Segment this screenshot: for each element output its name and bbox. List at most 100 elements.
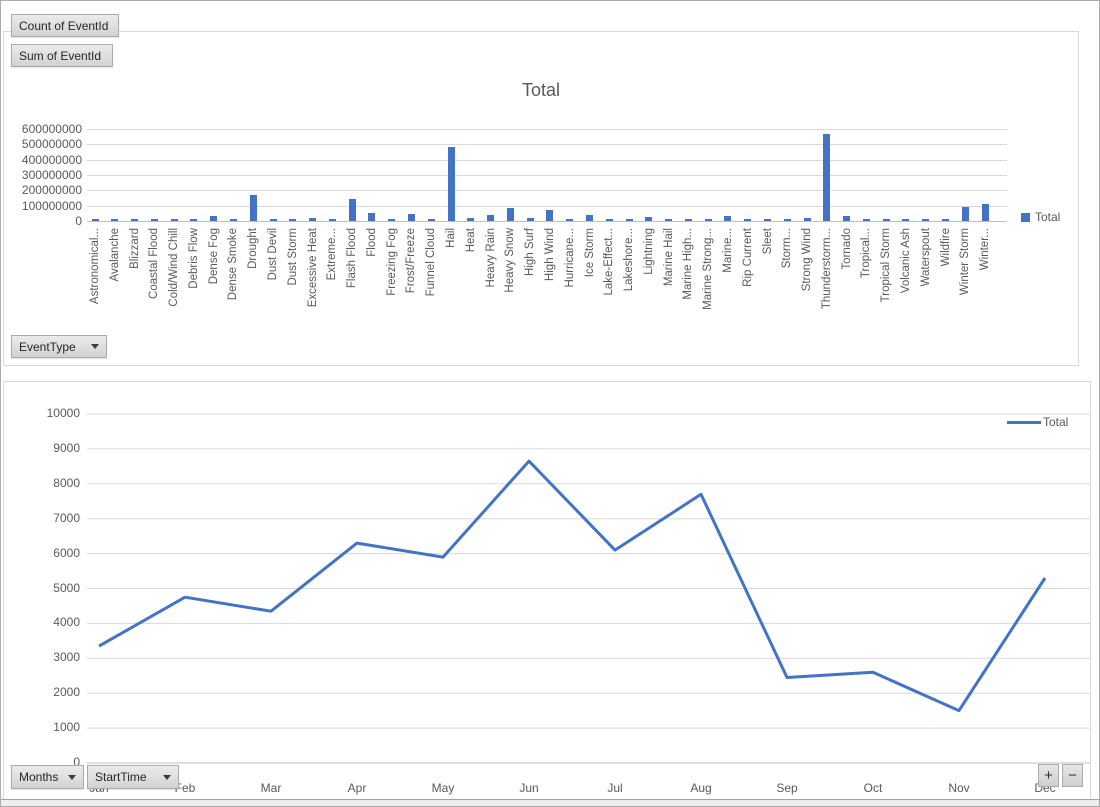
event-type-bar-chart: Total Total 600000000 500000000 400000000 3…	[3, 31, 1079, 366]
x-axis-category-label: Tropical Storm	[880, 228, 892, 303]
x-axis-category-label: Tropical...	[860, 228, 872, 279]
x-axis-category-label: Volcanic Ash	[900, 228, 912, 294]
bar	[823, 134, 830, 221]
bar	[92, 219, 99, 221]
x-axis-category-label: Hail	[445, 228, 457, 248]
bar	[784, 219, 791, 221]
x-axis-category-label: Extreme...	[326, 228, 338, 281]
x-axis-category-label: Avalanche	[109, 228, 121, 282]
y-axis-tick-label: 6000	[53, 545, 80, 560]
y-axis-tick-label: 3000	[53, 650, 80, 665]
y-axis-tick-label: 8000	[53, 475, 80, 490]
x-axis-category-label: High Wind	[544, 228, 556, 282]
x-axis-category-label: Lakeshore...	[623, 228, 635, 292]
y-axis-tick-label: 7000	[53, 510, 80, 525]
bar	[586, 215, 593, 221]
x-axis-category-label: Heat	[465, 228, 477, 253]
y-axis-tick-label: 2000	[53, 685, 80, 700]
monthly-total-line-chart: Total 10000 9000 8000 7000 6000 5000 4000 3000 2…	[3, 381, 1091, 799]
bar	[131, 219, 138, 221]
bar	[428, 219, 435, 221]
x-axis-month-label: Apr	[347, 781, 367, 795]
line-legend-label: Total	[1043, 415, 1069, 429]
y-axis-tick-label: 4000	[53, 615, 80, 630]
gridline	[87, 159, 1007, 161]
gridline	[87, 175, 1007, 176]
bar	[171, 219, 178, 221]
expand-field-button[interactable]: +	[1038, 764, 1059, 787]
x-axis-category-label: Coastal Flood	[148, 228, 160, 299]
y-axis-tick-label: 0	[73, 755, 80, 769]
x-axis-category-label: High Surf	[524, 228, 536, 276]
bar	[764, 219, 771, 221]
x-axis-month-label: Oct	[863, 781, 883, 795]
bar	[645, 217, 652, 221]
x-axis-month-label: Feb	[174, 781, 196, 795]
x-axis-category-label: Dense Smoke	[227, 228, 239, 301]
x-axis-category-label: Funnel Cloud	[425, 228, 437, 297]
x-axis-category-label: Hurricane...	[564, 228, 576, 288]
gridline	[87, 129, 1007, 130]
bar	[210, 216, 217, 221]
bar	[606, 219, 613, 221]
x-axis-month-label: Aug	[690, 781, 712, 795]
bar	[942, 219, 949, 221]
bar	[685, 219, 692, 221]
y-axis-tick-label: 9000	[53, 440, 80, 455]
x-axis-category-label: Blizzard	[129, 228, 141, 269]
x-axis-category-label: Debris Flow	[188, 228, 200, 289]
y-axis-tick-label: 10000	[46, 406, 80, 420]
x-axis-month-label: Jul	[607, 781, 623, 795]
x-axis-category-label: Marine Strong...	[702, 228, 714, 310]
bar	[982, 204, 989, 221]
x-axis-category-label: Rip Current	[742, 228, 754, 287]
x-axis-category-label: Flood	[366, 228, 378, 257]
start-time-field-button[interactable]: StartTime	[87, 765, 179, 789]
start-time-field-label: StartTime	[95, 770, 147, 784]
gridline	[87, 190, 1007, 192]
x-axis-month-label: Mar	[260, 781, 282, 795]
worksheet-bottom-strip	[1, 800, 1099, 806]
x-axis-category-label: Frost/Freeze	[405, 228, 417, 294]
bar	[724, 216, 731, 221]
x-axis-category-label: Lake-Effect...	[603, 228, 615, 296]
line-chart-legend: Total	[1007, 415, 1068, 429]
y-axis-tick-label: 0	[75, 214, 82, 228]
bar	[349, 199, 356, 221]
bar	[863, 219, 870, 221]
bar	[507, 208, 514, 221]
bar	[487, 215, 494, 221]
count-of-eventid-field-label: Count of EventId	[19, 18, 109, 33]
x-axis-month-label: May	[431, 781, 455, 795]
bar	[408, 214, 415, 221]
bar	[883, 219, 890, 221]
bar	[527, 218, 534, 221]
bar	[289, 219, 296, 221]
x-axis-category-label: Freezing Fog	[386, 228, 398, 296]
y-axis-tick-label: 500000000	[21, 137, 82, 152]
bar-chart-legend: Total	[1021, 210, 1060, 224]
x-axis-category-label: Drought	[247, 228, 259, 269]
total-series-line	[98, 459, 1047, 713]
sum-of-eventid-field-button[interactable]: Sum of EventId	[11, 44, 113, 67]
legend-color-swatch-icon	[1021, 212, 1030, 222]
bar	[368, 213, 375, 221]
x-axis-category-label: Excessive Heat	[307, 228, 319, 308]
collapse-field-button[interactable]: −	[1062, 764, 1083, 787]
event-type-field-button[interactable]: EventType	[11, 335, 107, 358]
x-axis-category-label: Sleet	[762, 228, 774, 255]
bar	[804, 218, 811, 221]
bar	[922, 219, 929, 221]
x-axis-category-label: Strong Wind	[801, 228, 813, 292]
x-axis-month-label: Jun	[519, 781, 539, 795]
bar	[250, 195, 257, 221]
worksheet-bottom-edge	[1, 799, 1099, 800]
x-axis-category-label: Marine Hail	[663, 228, 675, 287]
x-axis-category-label: Tornado	[841, 228, 853, 270]
x-axis-category-label: Dust Devil	[267, 228, 279, 281]
sum-of-eventid-field-label: Sum of EventId	[19, 48, 102, 63]
months-field-label: Months	[19, 770, 59, 784]
count-of-eventid-field-button[interactable]: Count of EventId	[11, 14, 119, 37]
months-field-button[interactable]: Months	[11, 765, 84, 789]
